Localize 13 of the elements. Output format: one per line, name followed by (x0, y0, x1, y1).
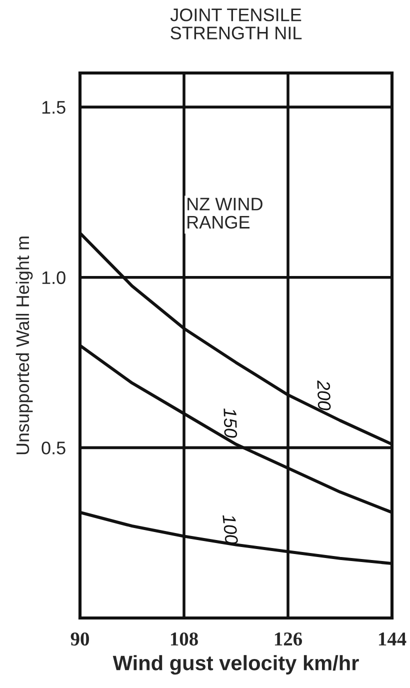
x-tick-label: 144 (378, 632, 406, 646)
x-tick-label: 90 (70, 632, 89, 646)
x-tick-label: 126 (274, 632, 302, 646)
text: 150 (224, 408, 238, 438)
x-tick-label: 108 (170, 632, 198, 646)
y-tick-label: 1.0 (42, 271, 66, 284)
chart-title: JOINT TENSILE STRENGTH NIL (170, 8, 302, 40)
x-axis-title: Wind gust velocity km/hr (112, 655, 359, 675)
annotation: NZ WIND RANGE (188, 198, 262, 229)
text: 200 (317, 380, 331, 411)
y-axis-title: Unsupported Wall Height m (16, 236, 33, 454)
y-tick-label: 1.5 (42, 101, 66, 114)
y-tick-label: 0.5 (42, 442, 66, 454)
